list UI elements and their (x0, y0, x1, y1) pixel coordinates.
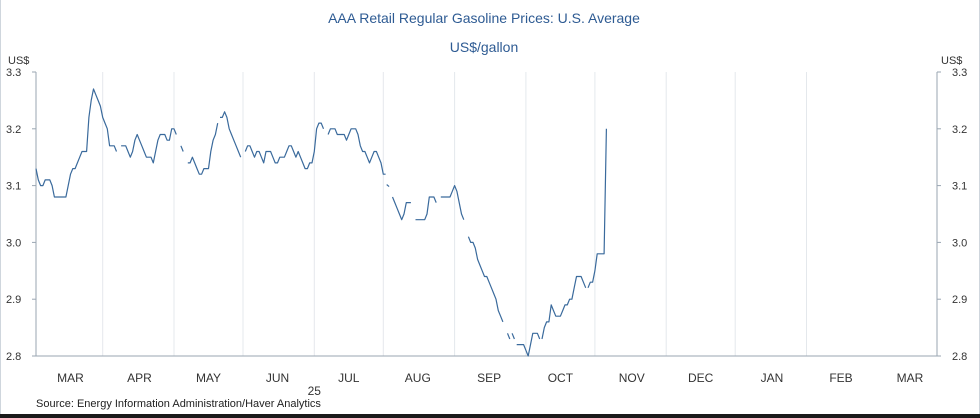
x-tick-label: JUN (266, 371, 289, 385)
price-line-segment (188, 123, 218, 174)
y-tick-label-right: 2.9 (952, 294, 967, 306)
price-line-segment (181, 146, 183, 152)
price-line-segment (588, 129, 606, 288)
line-chart: US$ US$ 3.3 3.3 3.2 3.2 3.1 3.1 3.0 3.0 2.9 2.9 2.… (0, 0, 980, 418)
y-tick-label-right: 2.8 (952, 351, 967, 363)
x-tick-label: JAN (761, 371, 784, 385)
y-tick-label-right: 3.0 (952, 237, 967, 249)
x-tick-label: DEC (688, 371, 714, 385)
month-gridlines (103, 72, 807, 356)
price-line-segment (512, 333, 514, 339)
price-line-segment (542, 277, 586, 340)
price-line-segment (220, 112, 241, 157)
price-series (36, 89, 606, 356)
price-line-segment (508, 333, 510, 339)
x-tick-label: FEB (829, 371, 852, 385)
y-tick-label-right: 3.1 (952, 181, 967, 193)
price-line-segment (393, 197, 411, 220)
y-tick-label-left: 3.0 (6, 237, 21, 249)
y-tick-label-left: 3.1 (6, 181, 21, 193)
y-tick-label-right: 3.2 (952, 124, 967, 136)
price-line-segment (245, 123, 323, 169)
x-tick-label: AUG (405, 371, 431, 385)
price-line-segment (36, 89, 117, 197)
x-tick-label: SEP (477, 371, 501, 385)
price-line-segment (387, 185, 389, 187)
source-note: Source: Energy Information Administratio… (36, 398, 321, 410)
price-line-segment (468, 237, 503, 322)
bottom-bar (0, 414, 980, 418)
y-tick-label-left: 2.9 (6, 294, 21, 306)
x-tick-label: NOV (619, 371, 645, 385)
x-tick-label: MAR (57, 371, 84, 385)
x-tick-label: MAR (897, 371, 924, 385)
price-line-segment (121, 129, 176, 163)
price-line-segment (517, 333, 540, 356)
price-line-segment (328, 129, 386, 174)
price-line-segment (441, 186, 464, 220)
y-tick-label-left: 3.3 (6, 67, 21, 79)
y-axis-unit-left: US$ (8, 55, 29, 67)
axis-ticks: 3.3 3.3 3.2 3.2 3.1 3.1 3.0 3.0 2.9 2.9 2.8 2.8 MAR A… (6, 67, 967, 398)
x-tick-label: JUL (338, 371, 360, 385)
x-tick-label: APR (127, 371, 152, 385)
x-year-label: 25 (308, 384, 322, 398)
x-tick-label: OCT (548, 371, 574, 385)
plot-axes: US$ US$ (8, 55, 962, 356)
y-tick-label-left: 3.2 (6, 124, 21, 136)
x-tick-label: MAY (196, 371, 221, 385)
y-axis-unit-right: US$ (941, 55, 962, 67)
y-tick-label-right: 3.3 (952, 67, 967, 79)
price-line-segment (416, 197, 437, 220)
y-tick-label-left: 2.8 (6, 351, 21, 363)
